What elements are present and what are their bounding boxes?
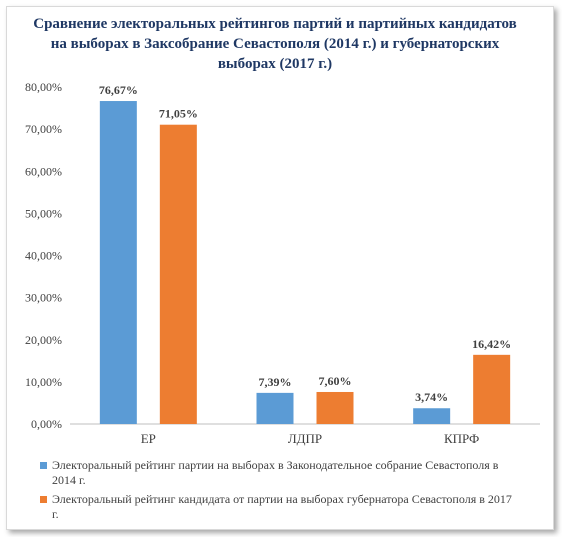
data-label: 71,05% bbox=[159, 107, 198, 121]
x-axis: ЕР ЛДПР КПРФ bbox=[141, 431, 480, 446]
y-tick-label: 70,00% bbox=[25, 122, 62, 136]
y-tick-label: 0,00% bbox=[31, 417, 62, 431]
legend-item-2014: Электоральный рейтинг партии на выборах … bbox=[40, 458, 520, 488]
data-label: 3,74% bbox=[415, 390, 448, 404]
chart-frame bbox=[6, 6, 554, 530]
chart-title: Сравнение электоральных рейтингов партий… bbox=[33, 16, 517, 72]
legend-swatch-2017 bbox=[40, 496, 47, 503]
bar-КПРФ-series-2 bbox=[473, 354, 511, 424]
legend-label-2014: Электоральный рейтинг партии на выборах … bbox=[52, 458, 499, 487]
y-tick-label: 20,00% bbox=[25, 333, 62, 347]
bar-ЕР-series-2 bbox=[159, 124, 197, 424]
legend-label-2017: Электоральный рейтинг кандидата от парти… bbox=[52, 492, 512, 521]
bar-ЛДПР-series-2 bbox=[316, 391, 354, 424]
data-label: 16,42% bbox=[472, 337, 511, 351]
y-axis: 0,00% 10,00% 20,00% 30,00% 40,00% 50,00% 60,00… bbox=[25, 80, 62, 431]
bar-ЛДПР-series-1 bbox=[256, 392, 294, 424]
x-tick-label: ЕР bbox=[141, 431, 156, 446]
bar-КПРФ-series-1 bbox=[413, 408, 451, 424]
y-tick-label: 10,00% bbox=[25, 375, 62, 389]
data-label: 7,39% bbox=[259, 375, 292, 389]
y-tick-label: 50,00% bbox=[25, 206, 62, 220]
legend-swatch-2014 bbox=[40, 462, 47, 469]
legend-item-2017: Электоральный рейтинг кандидата от парти… bbox=[40, 492, 520, 522]
legend: Электоральный рейтинг партии на выборах … bbox=[40, 458, 520, 526]
x-tick-label: ЛДПР bbox=[288, 431, 322, 446]
data-label: 76,67% bbox=[99, 83, 138, 97]
y-tick-label: 80,00% bbox=[25, 80, 62, 94]
x-tick-label: КПРФ bbox=[444, 431, 479, 446]
data-label: 7,60% bbox=[319, 374, 352, 388]
y-tick-label: 40,00% bbox=[25, 249, 62, 263]
bars-group bbox=[99, 101, 511, 425]
y-tick-label: 60,00% bbox=[25, 164, 62, 178]
y-tick-label: 30,00% bbox=[25, 291, 62, 305]
bar-ЕР-series-1 bbox=[99, 101, 137, 425]
data-labels-group: 76,67% 71,05% 7,39% 7,60% 3,74% 16,42% bbox=[99, 83, 511, 404]
